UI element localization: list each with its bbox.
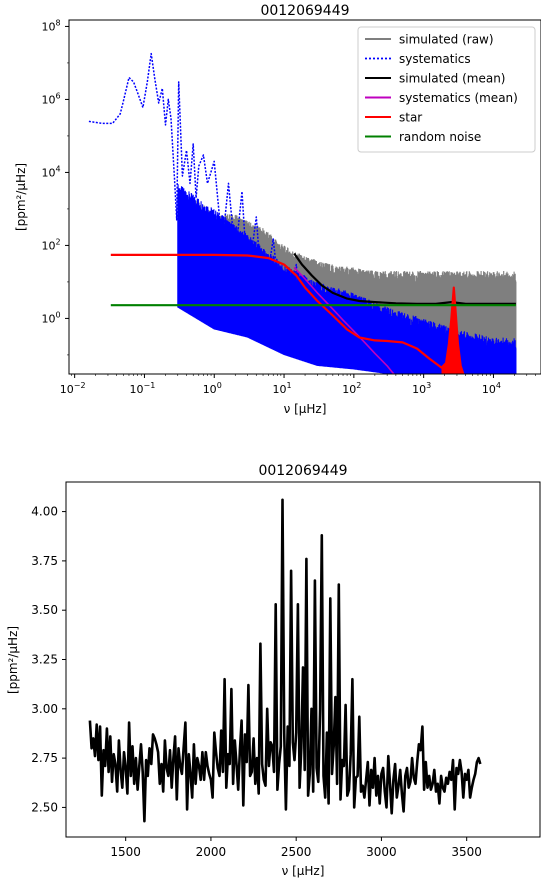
series-line-1: [88, 52, 404, 370]
chart1-plot-area: [88, 52, 517, 374]
x-tick-label: 3000: [366, 845, 397, 859]
y-tick-label: 3.50: [31, 603, 58, 617]
x-tick-label: 2500: [281, 845, 312, 859]
y-tick-label: 2.50: [31, 800, 58, 814]
x-tick-label: 10−2: [60, 381, 86, 396]
x-tick-label: 10−1: [130, 381, 156, 396]
chart2-ticks: 1500 2000 2500 3000 3500 2.50 2.75 3.00 3.25 3.50…: [31, 505, 482, 859]
legend-label: simulated (mean): [399, 72, 505, 86]
x-tick-label: 103: [412, 381, 431, 396]
legend-box: [357, 26, 536, 153]
y-tick-label: 3.75: [31, 554, 58, 568]
legend-label: star: [399, 111, 422, 125]
y-tick-label: 108: [41, 18, 60, 33]
series-line-3: [293, 266, 395, 374]
zoom-chart: 0012069449 1500 2000 2500 3000 3500 2.50 2.75 3…: [6, 463, 541, 878]
y-tick-label: 2.75: [31, 751, 58, 765]
chart1-legend: simulated (raw) systematics simulated (mea…: [357, 26, 536, 153]
x-tick-label: 3500: [451, 845, 482, 859]
x-tick-label: 100: [203, 381, 222, 396]
y-tick-label: 3.00: [31, 702, 58, 716]
legend-label: random noise: [399, 130, 481, 144]
y-tick-label: 104: [41, 164, 60, 179]
legend-label: systematics (mean): [399, 91, 518, 105]
series-line-2: [293, 252, 516, 305]
x-tick-label: 101: [273, 381, 292, 396]
chart1-ylabel: [ppm²/μHz]: [14, 163, 28, 231]
chart1-xlabel: ν [μHz]: [284, 402, 327, 416]
psd-chart: 0012069449 10−2 10−1 100 101 102 103 104 100 102…: [14, 3, 541, 416]
series-line-4: [110, 253, 465, 374]
x-tick-label: 2000: [196, 845, 227, 859]
chart2-plot-area: [88, 498, 482, 823]
chart2-ylabel: [ppm²/μHz]: [6, 626, 20, 694]
series-envelope-1: [177, 184, 517, 374]
chart1-title: 0012069449: [260, 3, 349, 19]
y-tick-label: 3.25: [31, 653, 58, 667]
y-tick-label: 100: [41, 310, 60, 325]
chart2-xlabel: ν [μHz]: [282, 864, 325, 878]
x-tick-label: 104: [482, 381, 501, 396]
zoom-series-line: [88, 498, 482, 823]
legend-label: simulated (raw): [399, 33, 494, 47]
x-tick-label: 1500: [110, 845, 141, 859]
y-tick-label: 102: [41, 237, 60, 252]
y-tick-label: 106: [41, 91, 60, 106]
legend-label: systematics: [399, 52, 471, 66]
x-tick-label: 102: [342, 381, 361, 396]
star-envelope-fill: [441, 287, 464, 374]
chart2-title: 0012069449: [258, 463, 347, 479]
y-tick-label: 4.00: [31, 505, 58, 519]
